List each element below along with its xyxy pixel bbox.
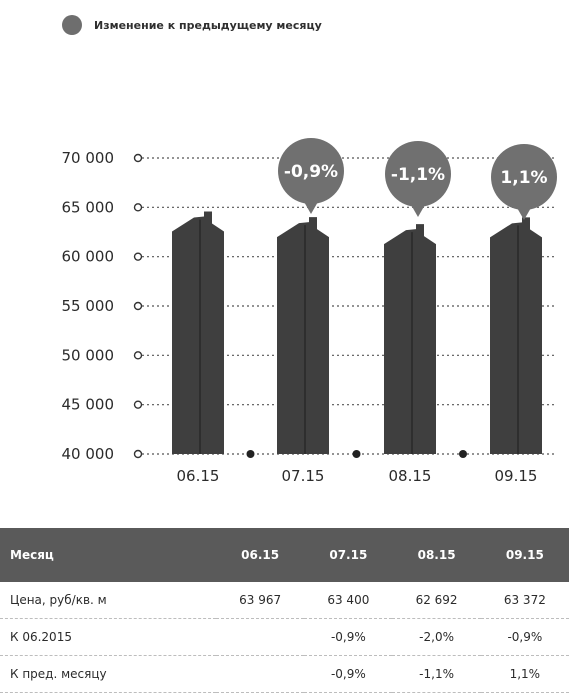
header-cell: 09.15 bbox=[480, 528, 569, 582]
y-tick-label: 60 000 bbox=[62, 248, 115, 266]
bubble-circle bbox=[385, 141, 451, 207]
x-tick-label: 09.15 bbox=[495, 467, 538, 485]
y-tick-label: 40 000 bbox=[62, 445, 115, 463]
table-row: К 06.2015 -0,9% -2,0% -0,9% bbox=[0, 618, 569, 656]
bar-chart: 40 000 45 000 50 000 55 000 60 000 65 000 70 0… bbox=[62, 138, 557, 485]
x-axis-marker bbox=[246, 450, 255, 458]
table-cell: -0,9% bbox=[304, 655, 393, 693]
y-tick-label: 65 000 bbox=[62, 198, 115, 216]
legend-label: Изменение к предыдущему месяцу bbox=[94, 18, 322, 32]
bubble-label: -1,1% bbox=[391, 165, 445, 185]
table-row: Цена, руб/кв. м 63 967 63 400 62 692 63 … bbox=[0, 582, 569, 619]
legend-marker bbox=[62, 15, 82, 35]
price-table: Месяц 06.15 07.15 08.15 09.15 Цена, руб/… bbox=[0, 528, 569, 693]
table-cell: К 06.2015 bbox=[0, 618, 216, 656]
table-cell: 62 692 bbox=[392, 582, 481, 619]
table-cell bbox=[216, 655, 305, 693]
bubble-label: -0,9% bbox=[284, 162, 338, 182]
legend: Изменение к предыдущему месяцу bbox=[62, 13, 322, 37]
table-cell: -2,0% bbox=[392, 618, 481, 656]
y-tick-label: 50 000 bbox=[62, 346, 115, 364]
y-axis-marker bbox=[133, 252, 143, 261]
bubble-pointer bbox=[410, 203, 426, 217]
y-axis-marker bbox=[133, 153, 143, 163]
bubble-pointer bbox=[303, 200, 319, 214]
header-cell: 08.15 bbox=[392, 528, 481, 582]
table-cell: Цена, руб/кв. м bbox=[0, 582, 216, 619]
y-axis-marker bbox=[133, 351, 143, 360]
x-tick-label: 08.15 bbox=[389, 467, 432, 485]
y-axis-marker bbox=[133, 449, 143, 459]
table-cell bbox=[216, 618, 305, 656]
bar bbox=[384, 224, 436, 454]
bar bbox=[490, 217, 542, 454]
header-cell: 07.15 bbox=[304, 528, 393, 582]
y-tick-label: 45 000 bbox=[62, 396, 115, 414]
y-axis-marker bbox=[133, 400, 143, 409]
table-cell: -1,1% bbox=[392, 655, 481, 693]
bubble-circle bbox=[278, 138, 344, 204]
table-cell: 63 967 bbox=[216, 582, 305, 619]
header-cell: 06.15 bbox=[216, 528, 305, 582]
y-tick-label: 70 000 bbox=[62, 149, 115, 167]
x-axis-marker bbox=[459, 450, 467, 458]
x-tick-label: 06.15 bbox=[177, 467, 220, 485]
table-cell: -0,9% bbox=[480, 618, 569, 656]
change-bubble: -0,9% bbox=[278, 138, 344, 214]
bubble-label: 1,1% bbox=[500, 168, 547, 188]
change-bubble: -1,1% bbox=[385, 141, 451, 217]
header-cell: Месяц bbox=[0, 528, 216, 582]
bubble-pointer bbox=[516, 206, 532, 220]
table-cell: 1,1% bbox=[480, 655, 569, 693]
x-tick-label: 07.15 bbox=[282, 467, 325, 485]
table-cell: К пред. месяцу bbox=[0, 655, 216, 693]
table-row: К пред. месяцу -0,9% -1,1% 1,1% bbox=[0, 655, 569, 693]
table-cell: -0,9% bbox=[304, 618, 393, 656]
y-axis-marker bbox=[133, 301, 143, 311]
table-cell: 63 400 bbox=[304, 582, 393, 619]
x-axis-marker bbox=[352, 450, 361, 458]
table-cell: 63 372 bbox=[480, 582, 569, 619]
bar bbox=[277, 217, 329, 454]
y-tick-label: 55 000 bbox=[62, 297, 115, 315]
bar bbox=[172, 211, 224, 454]
y-axis-marker bbox=[133, 203, 143, 212]
table-header-row: Месяц 06.15 07.15 08.15 09.15 bbox=[0, 528, 569, 582]
change-bubble: 1,1% bbox=[491, 144, 557, 220]
bubble-circle bbox=[491, 144, 557, 210]
